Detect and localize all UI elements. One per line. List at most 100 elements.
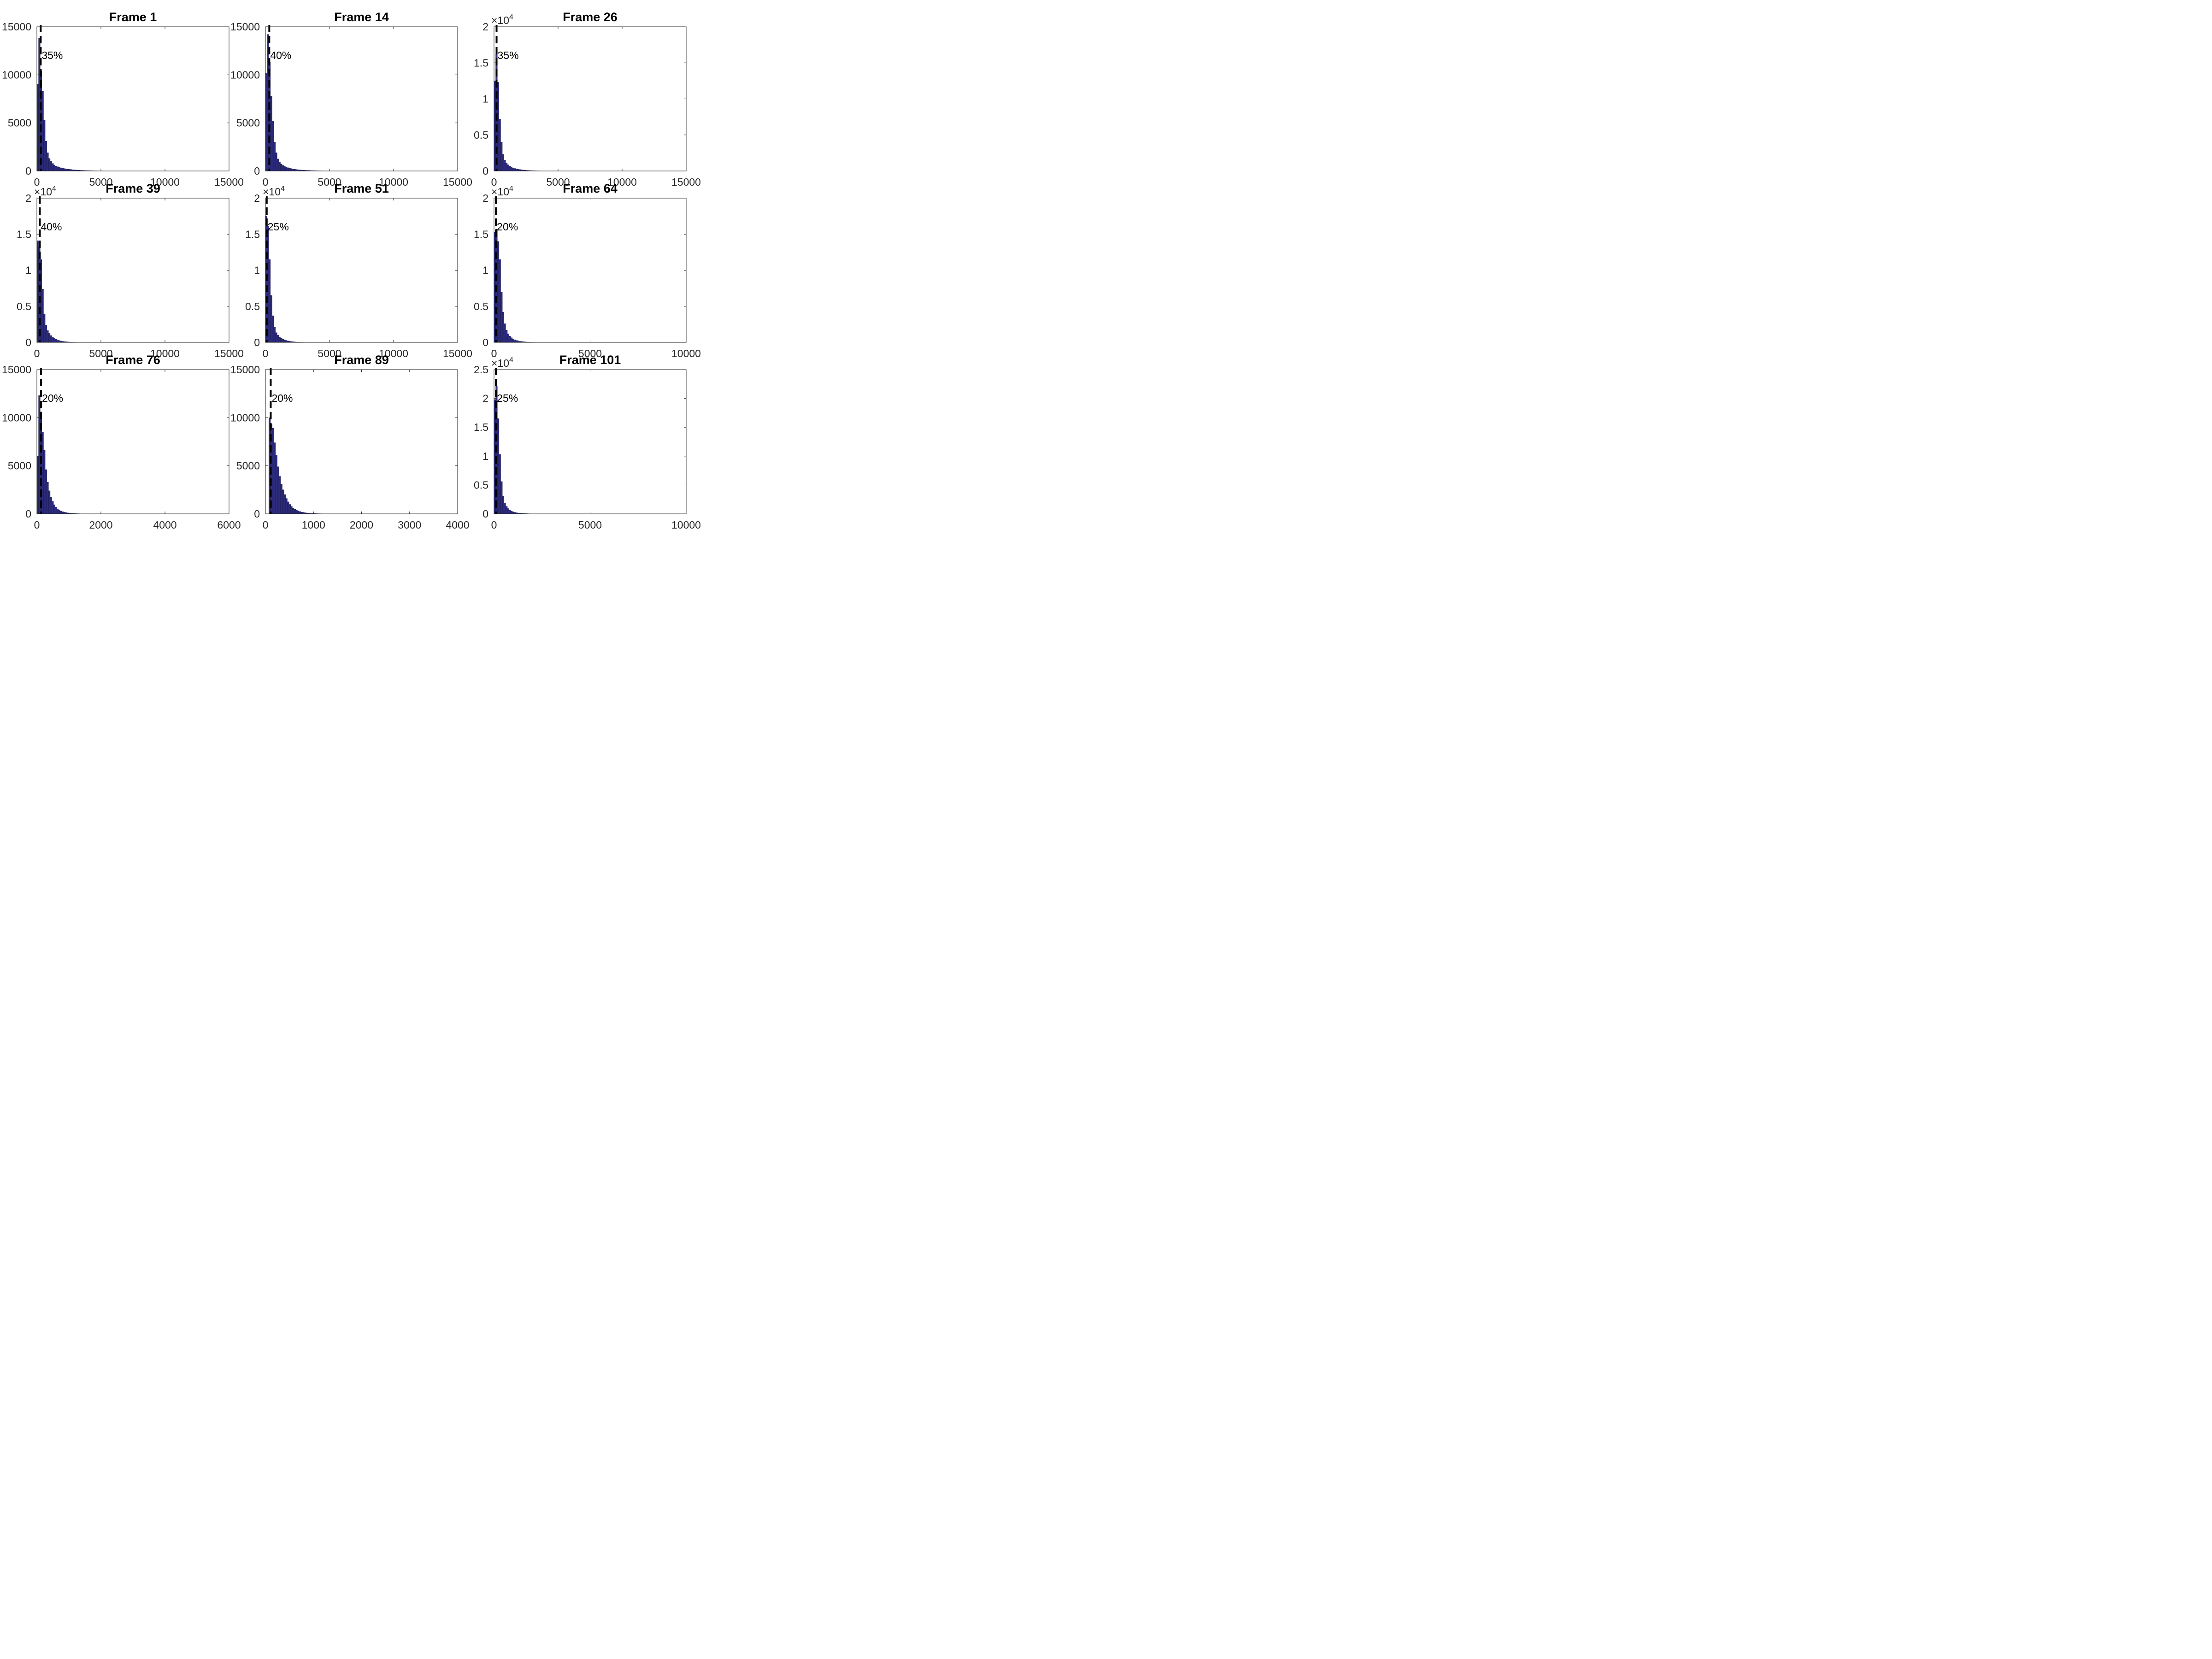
plot-area: [494, 198, 686, 342]
histogram-bar: [43, 120, 46, 171]
histogram-bar: [55, 165, 57, 171]
histogram-bar: [502, 154, 504, 171]
y-tick-label: 1.5: [17, 228, 31, 240]
histogram-bar: [272, 121, 274, 171]
y-exponent-label: ×104: [491, 185, 513, 198]
y-tick-label: 15000: [230, 364, 260, 376]
x-tick-label: 5000: [318, 347, 341, 359]
histogram-bar: [285, 498, 288, 514]
histogram-bar: [63, 512, 65, 514]
histogram-bar: [45, 469, 47, 514]
x-tick-label: 0: [34, 176, 40, 188]
histogram-bar: [290, 168, 293, 171]
histogram-bar: [268, 259, 271, 343]
y-tick-label: 5000: [8, 460, 31, 472]
x-tick-label: 1000: [302, 519, 325, 531]
y-tick-label: 0: [25, 165, 31, 177]
histogram-bar: [50, 335, 52, 343]
histogram-bar: [277, 159, 279, 171]
x-tick-label: 10000: [379, 347, 408, 359]
y-tick-label: 0: [254, 165, 260, 177]
x-tick-label: 10000: [150, 347, 180, 359]
histogram-bar: [506, 506, 508, 514]
histogram-bar: [292, 169, 294, 171]
histogram-bar: [504, 502, 506, 514]
histogram-bar: [269, 418, 271, 514]
histogram-bar: [499, 119, 501, 171]
x-tick-label: 15000: [443, 176, 472, 188]
y-tick-label: 1: [25, 265, 31, 276]
y-tick-label: 10000: [230, 69, 260, 81]
y-exponent-label: ×104: [491, 13, 513, 26]
histogram-bar: [52, 501, 54, 514]
histogram-bar: [500, 142, 503, 171]
histogram-bar: [68, 169, 71, 171]
histogram-bar: [282, 489, 284, 514]
y-tick-label: 10000: [2, 69, 31, 81]
histogram-bar: [287, 341, 289, 343]
histogram-bar: [270, 295, 272, 343]
panel-title: Frame 64: [563, 182, 618, 195]
y-tick-label: 0.5: [474, 300, 488, 312]
histogram-bar: [273, 442, 276, 514]
y-exponent-label: ×104: [263, 185, 285, 198]
y-tick-label: 0: [482, 165, 488, 177]
y-tick-label: 1.5: [474, 57, 488, 69]
percent-label: 35%: [498, 49, 519, 61]
histogram-bar: [294, 169, 296, 171]
axes-box: [36, 26, 229, 171]
x-tick-label: 5000: [89, 347, 112, 359]
y-tick-label: 2: [482, 393, 488, 405]
histogram-bar: [265, 72, 267, 171]
percent-label: 20%: [42, 392, 63, 404]
y-tick-label: 0: [25, 336, 31, 348]
y-tick-label: 2.5: [474, 364, 488, 376]
histogram-bar: [38, 395, 41, 514]
histogram-bar: [280, 484, 282, 514]
y-tick-label: 0: [254, 336, 260, 348]
y-exponent-label: ×104: [491, 356, 513, 369]
histogram-bar: [295, 510, 298, 514]
plot-area: [494, 370, 686, 514]
histogram-bar: [43, 314, 46, 343]
histogram-bar: [53, 338, 55, 343]
histogram-bar: [58, 510, 60, 514]
percent-label: 25%: [268, 221, 289, 233]
histogram-bar: [36, 84, 39, 171]
panel-title: Frame 51: [334, 182, 389, 195]
y-tick-label: 1.5: [474, 421, 488, 433]
x-tick-label: 10000: [671, 519, 701, 531]
histogram-bar: [290, 506, 293, 514]
histogram-bar: [297, 511, 300, 514]
histogram-bar: [55, 507, 57, 514]
percent-label: 25%: [497, 392, 518, 404]
histogram-bar: [515, 340, 518, 343]
y-tick-label: 0: [25, 508, 31, 520]
histogram-bar: [65, 169, 67, 171]
x-tick-label: 0: [263, 519, 269, 531]
histogram-bar: [285, 167, 288, 171]
y-tick-label: 5000: [236, 460, 260, 472]
histogram-bar: [41, 288, 44, 343]
x-tick-label: 0: [263, 176, 269, 188]
x-tick-label: 10000: [607, 176, 637, 188]
histogram-bar: [36, 241, 39, 343]
histogram-bar: [57, 166, 59, 171]
histogram-bar: [509, 166, 511, 171]
percent-label: 20%: [271, 392, 293, 404]
panel-title: Frame 14: [334, 10, 389, 24]
histogram-bar: [57, 340, 59, 343]
histogram-bar: [514, 168, 516, 171]
x-tick-label: 0: [263, 347, 269, 359]
x-tick-label: 15000: [214, 176, 244, 188]
y-tick-label: 2: [482, 192, 488, 204]
panel-frame-26: 35% 0 5000 10000 15000 0 0.5 1 1.5 2×104 Frame 26: [474, 10, 701, 188]
percent-label: 20%: [497, 221, 518, 233]
axes-box: [265, 26, 458, 171]
y-tick-label: 5000: [8, 117, 31, 129]
histogram-bar: [60, 167, 62, 171]
histogram-bar: [50, 161, 52, 171]
panel-frame-64: 20% 0 5000 10000 0 0.5 1 1.5 2×104 Frame 64: [474, 182, 701, 359]
histogram-bar: [506, 163, 508, 171]
